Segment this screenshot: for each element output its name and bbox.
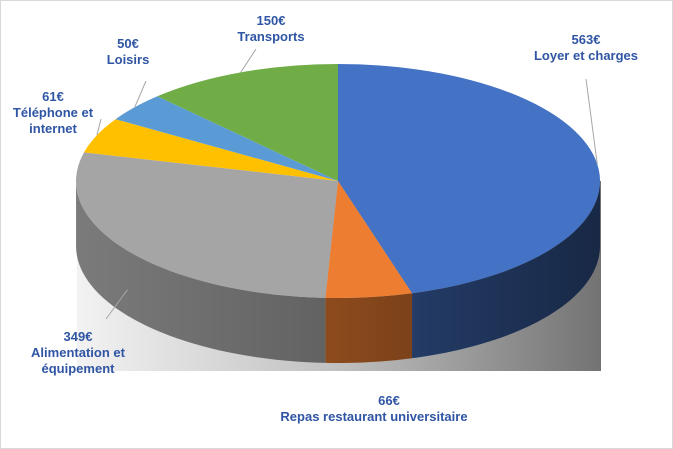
leader-line-alimentation xyxy=(105,289,128,320)
leader-line-loisirs xyxy=(134,80,147,108)
leader-line-telephone xyxy=(96,118,102,136)
data-label-repas: 66€ Repas restaurant universitaire xyxy=(280,393,468,424)
pie-slice-repas xyxy=(325,181,413,298)
leader-line-transports xyxy=(240,48,257,73)
data-label-loisirs: 50€ Loisirs xyxy=(106,36,150,67)
data-label-alimentation: 349€ Alimentation et équipement xyxy=(31,329,125,376)
pie-slice-transports xyxy=(157,64,338,181)
data-label-telephone: 61€ Téléphone et internet xyxy=(12,89,94,136)
pie-slice-loyer xyxy=(338,64,601,294)
pie-slice-telephone xyxy=(83,119,338,181)
data-label-loyer: 563€ Loyer et charges xyxy=(533,32,639,63)
pie-slice-alimentation xyxy=(76,152,338,298)
leader-line-loyer xyxy=(585,78,598,165)
pie-slice-loisirs xyxy=(115,96,338,181)
data-label-transports: 150€ Transports xyxy=(237,13,305,44)
